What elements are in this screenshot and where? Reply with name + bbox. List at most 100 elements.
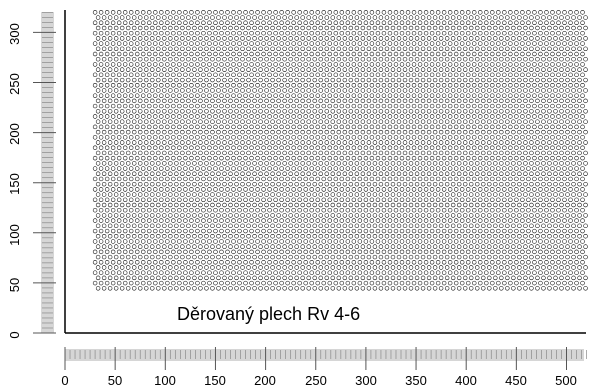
perforation-hole bbox=[156, 213, 161, 218]
perforation-hole bbox=[396, 36, 402, 41]
perforation-hole bbox=[523, 140, 528, 145]
perforation-hole bbox=[333, 30, 339, 36]
perforation-hole bbox=[237, 83, 242, 88]
perforation-hole bbox=[550, 218, 555, 223]
perforation-hole bbox=[204, 202, 209, 208]
perforation-hole bbox=[378, 15, 384, 20]
perforation-hole bbox=[213, 187, 218, 192]
perforation-hole bbox=[135, 41, 140, 46]
perforation-hole bbox=[505, 140, 510, 145]
perforation-hole bbox=[580, 41, 585, 46]
perforation-hole bbox=[252, 192, 257, 197]
perforation-hole bbox=[508, 62, 513, 67]
perforation-hole bbox=[104, 207, 110, 213]
perforation-hole bbox=[180, 223, 185, 229]
perforation-hole bbox=[345, 166, 351, 171]
perforation-hole bbox=[159, 41, 164, 46]
perforation-hole bbox=[523, 46, 528, 52]
perforation-hole bbox=[456, 150, 462, 156]
perforation-hole bbox=[98, 166, 104, 171]
perforation-hole bbox=[393, 197, 399, 203]
perforation-hole bbox=[453, 187, 459, 192]
perforation-hole bbox=[270, 98, 275, 104]
perforation-hole bbox=[258, 46, 263, 52]
perforation-hole bbox=[255, 10, 260, 15]
perforation-hole bbox=[568, 145, 573, 150]
perforation-hole bbox=[101, 98, 107, 104]
perforation-hole bbox=[411, 72, 417, 78]
perforation-hole bbox=[186, 150, 191, 156]
perforation-hole bbox=[237, 228, 242, 234]
perforation-hole bbox=[459, 83, 465, 88]
perforation-hole bbox=[499, 77, 504, 83]
perforation-hole bbox=[135, 30, 140, 36]
perforation-hole bbox=[219, 51, 224, 57]
perforation-hole bbox=[324, 77, 329, 83]
perforation-hole bbox=[450, 109, 456, 114]
perforation-hole bbox=[273, 103, 278, 109]
perforation-hole bbox=[216, 46, 221, 52]
perforation-hole bbox=[101, 15, 107, 20]
perforation-hole bbox=[192, 202, 197, 208]
perforation-hole bbox=[532, 20, 537, 25]
perforation-hole bbox=[92, 20, 98, 25]
perforation-hole bbox=[366, 244, 372, 249]
perforation-hole bbox=[276, 15, 281, 20]
perforation-hole bbox=[279, 187, 284, 192]
perforation-hole bbox=[231, 135, 236, 140]
perforation-hole bbox=[487, 98, 492, 104]
perforation-hole bbox=[294, 25, 299, 31]
perforation-hole bbox=[267, 124, 272, 130]
perforation-hole bbox=[162, 192, 167, 197]
perforation-hole bbox=[264, 46, 269, 52]
perforation-hole bbox=[171, 228, 176, 234]
perforation-hole bbox=[511, 171, 516, 176]
perforation-hole bbox=[502, 114, 507, 119]
perforation-hole bbox=[354, 223, 360, 229]
perforation-hole bbox=[408, 77, 414, 83]
perforation-hole bbox=[183, 249, 188, 255]
perforation-hole bbox=[345, 145, 351, 150]
perforation-hole bbox=[174, 98, 179, 104]
perforation-hole bbox=[411, 114, 417, 119]
perforation-hole bbox=[141, 20, 146, 25]
perforation-hole bbox=[201, 207, 206, 213]
perforation-hole bbox=[204, 213, 209, 218]
perforation-hole bbox=[505, 244, 510, 249]
perforation-hole bbox=[116, 93, 122, 98]
perforation-hole bbox=[438, 202, 444, 208]
perforation-hole bbox=[559, 46, 564, 52]
perforation-hole bbox=[165, 176, 170, 182]
perforation-hole bbox=[144, 57, 149, 62]
perforation-hole bbox=[450, 202, 456, 208]
perforation-hole bbox=[165, 51, 170, 57]
perforation-hole bbox=[459, 41, 465, 46]
perforation-hole bbox=[186, 67, 191, 72]
perforation-hole bbox=[282, 77, 287, 83]
perforation-hole bbox=[559, 67, 564, 72]
perforation-hole bbox=[288, 109, 293, 114]
perforation-hole bbox=[288, 171, 293, 176]
perforation-hole bbox=[441, 218, 447, 223]
perforation-hole bbox=[92, 103, 98, 109]
perforation-hole bbox=[372, 150, 378, 156]
perforation-hole bbox=[246, 36, 251, 41]
perforation-hole bbox=[228, 67, 233, 72]
perforation-hole bbox=[339, 187, 345, 192]
perforation-hole bbox=[135, 93, 140, 98]
perforation-hole bbox=[339, 72, 345, 78]
perforation-hole bbox=[426, 98, 432, 104]
perforation-hole bbox=[342, 161, 348, 166]
perforation-hole bbox=[207, 239, 212, 244]
perforation-hole bbox=[270, 25, 275, 31]
perforation-hole bbox=[318, 119, 323, 124]
perforation-hole bbox=[580, 114, 585, 119]
perforation-hole bbox=[273, 10, 278, 15]
perforation-hole bbox=[399, 228, 405, 234]
perforation-hole bbox=[502, 187, 507, 192]
perforation-hole bbox=[156, 140, 161, 145]
perforation-hole bbox=[535, 15, 540, 20]
perforation-hole bbox=[192, 244, 197, 249]
perforation-hole bbox=[511, 161, 516, 166]
perforation-hole bbox=[327, 187, 333, 192]
